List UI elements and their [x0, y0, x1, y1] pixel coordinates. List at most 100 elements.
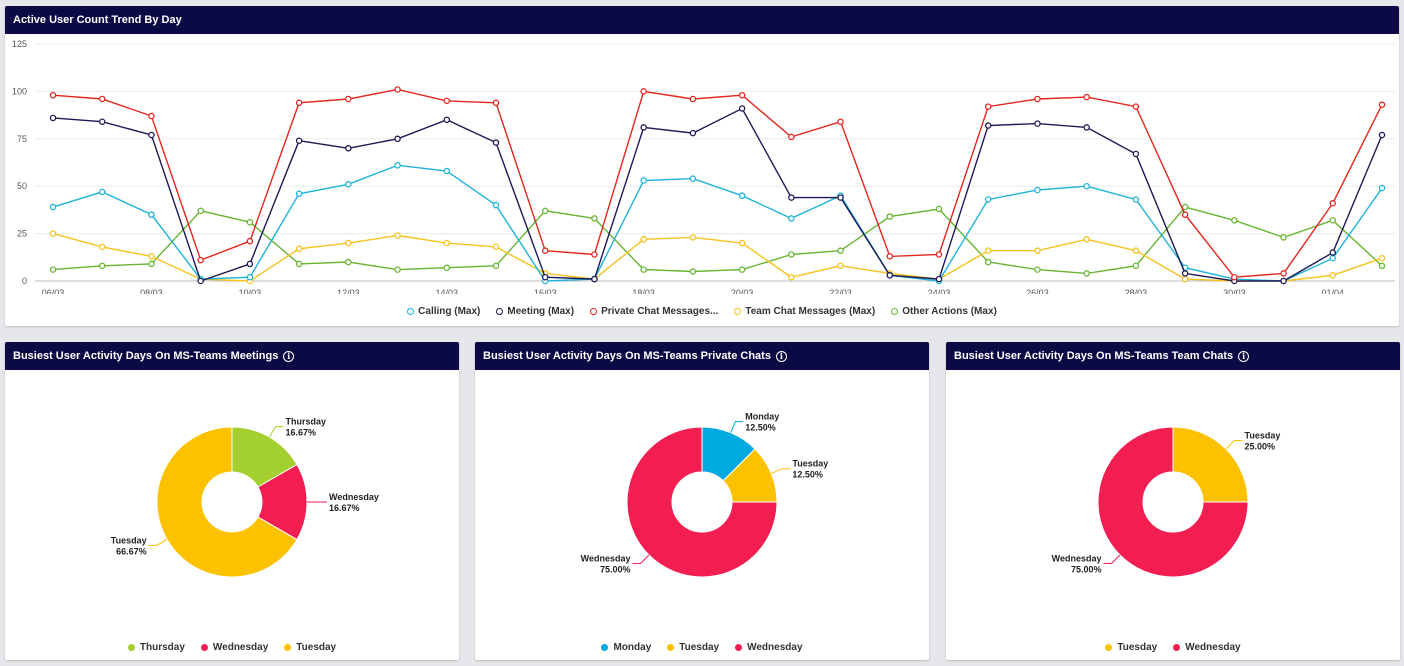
- data-point-calling[interactable]: [738, 192, 746, 199]
- data-point-private_chat[interactable]: [935, 251, 943, 258]
- legend-item-tuesday[interactable]: Tuesday: [1105, 642, 1157, 653]
- data-point-private_chat[interactable]: [345, 95, 352, 103]
- data-point-team_chat[interactable]: [1378, 254, 1386, 262]
- data-point-calling[interactable]: [1378, 184, 1386, 192]
- legend-item-calling[interactable]: Calling (Max): [407, 306, 480, 317]
- data-point-meeting[interactable]: [541, 273, 549, 281]
- legend-item-private_chat[interactable]: Private Chat Messages...: [590, 306, 718, 317]
- data-point-team_chat[interactable]: [148, 253, 155, 260]
- data-point-meeting[interactable]: [935, 275, 943, 283]
- data-point-meeting[interactable]: [591, 275, 598, 283]
- data-point-meeting[interactable]: [1034, 120, 1041, 127]
- data-point-meeting[interactable]: [345, 145, 352, 152]
- data-point-meeting[interactable]: [98, 118, 106, 125]
- data-point-team_chat[interactable]: [49, 230, 57, 237]
- slice-wednesday[interactable]: [626, 426, 778, 578]
- data-point-meeting[interactable]: [1378, 131, 1386, 139]
- slice-tuesday[interactable]: [1172, 426, 1249, 503]
- data-point-other[interactable]: [345, 258, 352, 266]
- info-icon[interactable]: i: [1238, 350, 1250, 362]
- data-point-private_chat[interactable]: [148, 112, 155, 120]
- legend-item-monday[interactable]: Monday: [601, 642, 651, 653]
- data-point-meeting[interactable]: [148, 131, 155, 139]
- data-point-private_chat[interactable]: [492, 99, 500, 107]
- legend-item-wednesday[interactable]: Wednesday: [735, 642, 803, 653]
- data-point-meeting[interactable]: [689, 129, 697, 137]
- data-point-calling[interactable]: [492, 201, 500, 209]
- legend-item-thursday[interactable]: Thursday: [127, 642, 185, 653]
- data-point-calling[interactable]: [98, 188, 106, 196]
- data-point-private_chat[interactable]: [197, 256, 204, 264]
- data-point-team_chat[interactable]: [345, 239, 352, 247]
- data-point-private_chat[interactable]: [837, 118, 844, 125]
- legend-item-meeting[interactable]: Meeting (Max): [496, 306, 574, 317]
- data-point-meeting[interactable]: [295, 137, 303, 144]
- data-point-private_chat[interactable]: [738, 91, 746, 99]
- data-point-team_chat[interactable]: [1083, 236, 1090, 243]
- data-point-meeting[interactable]: [1132, 150, 1140, 158]
- data-point-private_chat[interactable]: [443, 97, 451, 105]
- slice-tuesday[interactable]: [156, 426, 298, 578]
- data-point-other[interactable]: [935, 205, 943, 213]
- data-point-team_chat[interactable]: [640, 236, 647, 243]
- data-point-team_chat[interactable]: [837, 262, 844, 270]
- data-point-other[interactable]: [295, 260, 303, 268]
- data-point-meeting[interactable]: [738, 105, 746, 112]
- data-point-other[interactable]: [1132, 262, 1140, 270]
- info-icon[interactable]: i: [775, 350, 787, 362]
- legend-item-team_chat[interactable]: Team Chat Messages (Max): [734, 306, 875, 317]
- data-point-team_chat[interactable]: [394, 232, 401, 239]
- data-point-private_chat[interactable]: [295, 99, 303, 107]
- data-point-calling[interactable]: [788, 215, 795, 222]
- data-point-calling[interactable]: [345, 181, 352, 188]
- data-point-calling[interactable]: [1329, 254, 1337, 262]
- slice-wednesday[interactable]: [1097, 426, 1249, 578]
- data-point-calling[interactable]: [1034, 186, 1041, 194]
- legend-item-wednesday[interactable]: Wednesday: [1173, 642, 1241, 653]
- data-point-team_chat[interactable]: [984, 247, 992, 254]
- data-point-private_chat[interactable]: [1329, 200, 1337, 207]
- data-point-private_chat[interactable]: [640, 88, 647, 95]
- data-point-team_chat[interactable]: [295, 245, 303, 253]
- data-point-other[interactable]: [591, 215, 598, 222]
- data-point-meeting[interactable]: [197, 277, 204, 285]
- data-point-meeting[interactable]: [1083, 124, 1090, 131]
- data-point-other[interactable]: [640, 266, 647, 273]
- legend-item-tuesday[interactable]: Tuesday: [667, 642, 719, 653]
- data-point-calling[interactable]: [295, 190, 303, 198]
- data-point-other[interactable]: [98, 262, 106, 270]
- data-point-other[interactable]: [1280, 234, 1287, 241]
- data-point-private_chat[interactable]: [984, 103, 992, 110]
- data-point-meeting[interactable]: [443, 116, 451, 124]
- data-point-private_chat[interactable]: [1280, 270, 1287, 277]
- data-point-team_chat[interactable]: [98, 243, 106, 251]
- data-point-private_chat[interactable]: [1181, 211, 1189, 218]
- data-point-other[interactable]: [1231, 217, 1238, 224]
- data-point-meeting[interactable]: [984, 122, 992, 129]
- data-point-other[interactable]: [197, 207, 204, 215]
- data-point-calling[interactable]: [246, 273, 254, 281]
- data-point-meeting[interactable]: [394, 135, 401, 143]
- data-point-calling[interactable]: [443, 167, 451, 175]
- data-point-private_chat[interactable]: [1132, 103, 1140, 110]
- data-point-other[interactable]: [1083, 270, 1090, 277]
- data-point-other[interactable]: [738, 266, 746, 273]
- data-point-private_chat[interactable]: [394, 86, 401, 93]
- data-point-other[interactable]: [886, 213, 894, 220]
- legend-item-tuesday[interactable]: Tuesday: [284, 642, 336, 653]
- data-point-team_chat[interactable]: [788, 273, 795, 281]
- data-point-meeting[interactable]: [49, 114, 57, 122]
- data-point-private_chat[interactable]: [246, 237, 254, 245]
- data-point-meeting[interactable]: [246, 260, 254, 268]
- data-point-team_chat[interactable]: [1329, 272, 1337, 279]
- data-point-other[interactable]: [1181, 203, 1189, 211]
- data-point-meeting[interactable]: [1181, 270, 1189, 277]
- data-point-meeting[interactable]: [1329, 249, 1337, 256]
- data-point-team_chat[interactable]: [1132, 247, 1140, 254]
- data-point-meeting[interactable]: [886, 272, 894, 279]
- data-point-other[interactable]: [443, 264, 451, 271]
- legend-item-other[interactable]: Other Actions (Max): [891, 306, 997, 317]
- data-point-meeting[interactable]: [1280, 277, 1287, 285]
- data-point-private_chat[interactable]: [49, 91, 57, 99]
- data-point-team_chat[interactable]: [1181, 275, 1189, 283]
